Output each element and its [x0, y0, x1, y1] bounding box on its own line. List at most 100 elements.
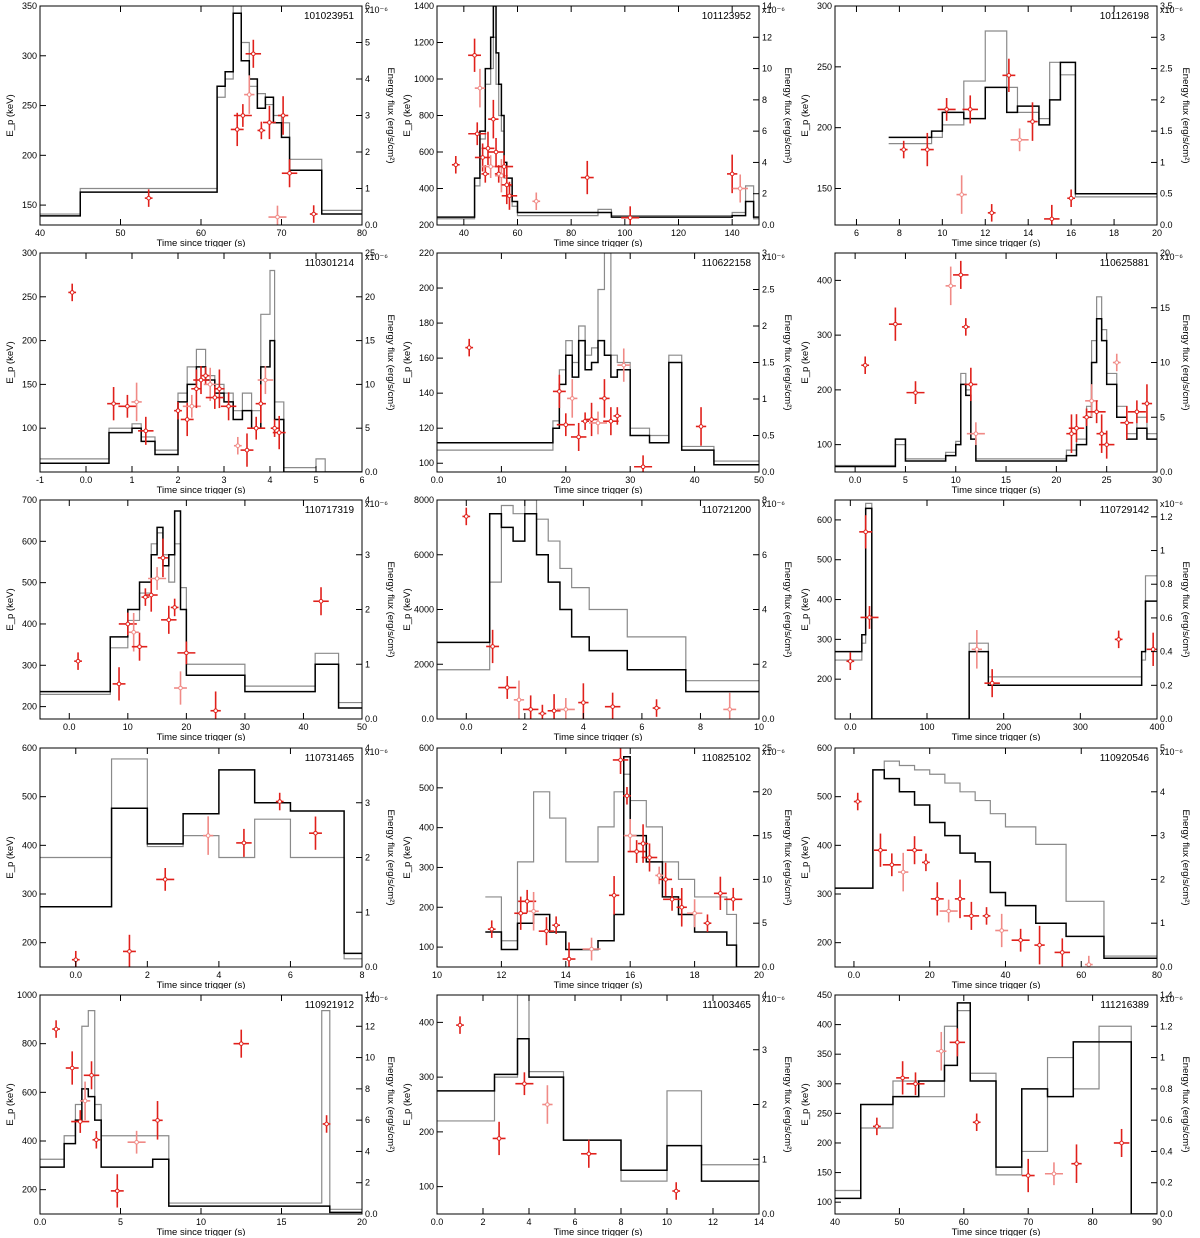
x-axis-label: Time since trigger (s) — [157, 238, 246, 247]
y-axis-label: E_p (keV) — [402, 588, 413, 630]
x-tick-label: 4 — [216, 970, 221, 980]
ep-point — [672, 1182, 681, 1200]
ep-point — [659, 862, 673, 897]
ep-point — [1054, 938, 1071, 967]
y-tick-label: 150 — [817, 1168, 832, 1178]
ep-point — [156, 868, 175, 891]
ep-point — [465, 338, 474, 357]
ep-point — [131, 382, 142, 422]
ep-marker — [277, 799, 283, 804]
y-tick-label: 600 — [419, 147, 434, 157]
chart-panel-101126198: 6 8 10 12 14 16 18 20 150 200 250 300 0.0 0.5 1 1.5 2 2.5… — [800, 1, 1191, 247]
x-tick-label: 30 — [240, 722, 250, 732]
ep-marker — [504, 182, 510, 188]
y2-tick-label: 4 — [365, 495, 370, 505]
ep-marker — [125, 404, 130, 409]
flux-curve-light — [485, 773, 759, 967]
y-tick-label: 200 — [817, 123, 832, 133]
flux-curve-dark — [437, 512, 759, 693]
y-tick-label: 200 — [419, 283, 434, 293]
y-tick-label: 700 — [22, 495, 37, 505]
y2-tick-label: 5 — [365, 38, 370, 48]
ep-point — [603, 407, 619, 436]
ep-marker — [253, 425, 259, 431]
x-axis-label: Time since trigger (s) — [554, 485, 643, 494]
ep-point — [567, 379, 578, 418]
plot-frame — [834, 747, 1158, 968]
y2-tick-label: 5 — [1160, 412, 1165, 422]
y2-axis-label: Energy flux (erg/s/cm²) — [782, 561, 793, 657]
x-axis-label: Time since trigger (s) — [157, 980, 246, 989]
ep-point — [608, 876, 620, 915]
ep-point — [532, 192, 541, 211]
y-tick-label: 400 — [22, 619, 37, 629]
ep-marker — [968, 382, 974, 387]
ep-marker — [640, 464, 646, 470]
y-tick-label: 400 — [817, 595, 832, 605]
x-tick-label: 20 — [1051, 475, 1061, 485]
y2-exponent: x10⁻⁶ — [1160, 747, 1183, 757]
y2-tick-label: 12 — [762, 32, 772, 42]
ep-marker — [198, 377, 204, 383]
ep-marker — [878, 847, 883, 853]
y-tick-label: 180 — [419, 318, 434, 328]
y-tick-label: 300 — [22, 248, 37, 258]
y-tick-label: 500 — [419, 783, 434, 793]
x-tick-label: 10 — [196, 1217, 206, 1227]
ep-marker — [1074, 1161, 1079, 1166]
x-tick-label: 90 — [1152, 1217, 1162, 1227]
x-tick-label: 30 — [625, 475, 635, 485]
ep-marker — [1059, 950, 1065, 955]
y-axis-label: E_p (keV) — [800, 836, 811, 878]
y2-tick-label: 2.5 — [1160, 64, 1173, 74]
y-tick-label: 400 — [817, 1020, 832, 1030]
x-tick-label: 12 — [980, 228, 990, 238]
ep-marker — [848, 658, 853, 664]
ep-point — [860, 606, 879, 629]
x-tick-label: 70 — [1023, 1217, 1033, 1227]
y-tick-label: 600 — [22, 1087, 37, 1097]
flux-curve-dark — [40, 339, 362, 472]
flux-curve-dark — [437, 6, 759, 218]
y2-tick-label: 0.6 — [1160, 613, 1173, 623]
ep-marker — [923, 860, 929, 865]
ep-marker — [318, 598, 324, 604]
ep-point — [498, 676, 517, 699]
ep-marker — [957, 896, 963, 902]
ep-marker — [608, 418, 614, 424]
ep-point — [1087, 400, 1106, 424]
x-tick-label: 8 — [897, 228, 902, 238]
y-axis-label: E_p (keV) — [800, 1083, 811, 1125]
x-tick-label: 40 — [690, 475, 700, 485]
ep-point — [547, 694, 561, 719]
ep-marker — [1124, 420, 1130, 426]
ep-marker — [938, 1048, 944, 1054]
ep-point — [1112, 353, 1121, 372]
y-tick-label: 1400 — [414, 1, 434, 11]
y-tick-label: 200 — [22, 150, 37, 160]
ep-point — [277, 96, 289, 135]
ep-point — [52, 1020, 60, 1038]
ep-point — [174, 401, 182, 420]
grb-label: 110920546 — [1100, 753, 1150, 764]
ep-point — [112, 667, 126, 701]
ep-point — [1113, 1128, 1130, 1157]
x-tick-label: 0.0 — [34, 1217, 47, 1227]
x-tick-label: 10 — [937, 228, 947, 238]
ep-marker — [900, 869, 906, 875]
ep-point — [272, 415, 286, 450]
ep-point — [982, 907, 991, 925]
ep-marker — [453, 162, 459, 168]
ep-point — [888, 307, 902, 341]
x-tick-label: 20 — [357, 1217, 367, 1227]
ep-point — [963, 901, 980, 930]
x-tick-label: 40 — [35, 228, 45, 238]
x-tick-label: 20 — [754, 970, 764, 980]
ep-marker — [73, 957, 79, 962]
ep-point — [604, 692, 621, 719]
ep-point — [83, 1061, 100, 1090]
ep-marker — [647, 855, 652, 860]
chart-panel-110721200: 0.0 2 4 6 8 100.020004000600080000.02468x10⁻⁶… — [402, 495, 793, 741]
ep-point — [538, 917, 555, 946]
y2-tick-label: 14 — [762, 1, 772, 11]
